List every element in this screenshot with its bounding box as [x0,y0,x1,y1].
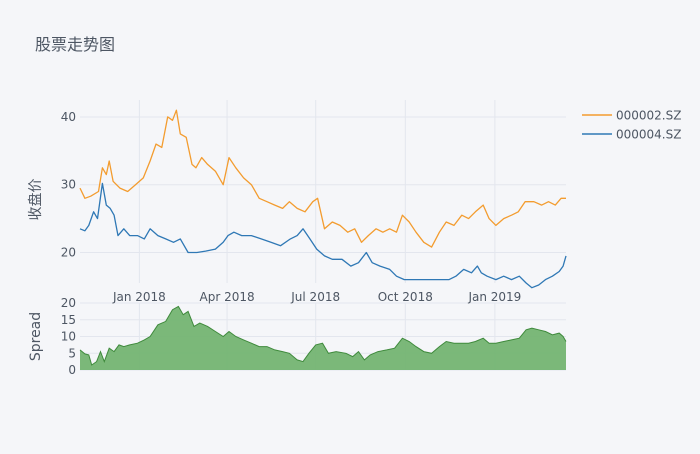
x-tick-label: Oct 2018 [378,290,433,304]
x-axis: Jan 2018 Apr 2018 Jul 2018 Oct 2018 Jan 2019 [112,290,521,304]
spread-y-tick-label: 15 [61,313,76,327]
price-y-tick-label: 20 [61,246,76,260]
spread-y-tick-label: 5 [68,346,76,360]
legend-label-000002: 000002.SZ [616,109,681,123]
spread-line [79,305,567,366]
price-grid [80,100,566,283]
x-tick-label: Jan 2018 [112,290,166,304]
series-line-000004.SZ[interactable] [79,182,567,289]
spread-area [80,306,566,370]
spread-y-tick-label: 10 [61,330,76,344]
spread-y-tick-label: 20 [61,296,76,310]
price-y-axis-title: 收盘价 [27,179,44,221]
legend: 000002.SZ 000004.SZ [582,109,681,142]
price-y-axis: 20 30 40 [61,110,76,260]
spread-area-layer [79,305,567,370]
spread-y-axis-title: Spread [28,312,44,361]
legend-label-000004: 000004.SZ [616,128,681,142]
spread-y-axis: 0 5 10 15 20 [61,296,76,377]
x-tick-label: Jul 2018 [290,290,340,304]
price-y-tick-label: 30 [61,178,76,192]
price-series-layer [79,109,567,289]
series-line-000002.SZ[interactable] [79,109,566,248]
price-y-tick-label: 40 [61,110,76,124]
chart-title: 股票走势图 [35,35,115,54]
legend-item-000002[interactable]: 000002.SZ [582,109,681,123]
spread-y-tick-label: 0 [68,363,76,377]
x-tick-label: Apr 2018 [200,290,255,304]
legend-item-000004[interactable]: 000004.SZ [582,128,681,142]
x-tick-label: Jan 2019 [467,290,521,304]
